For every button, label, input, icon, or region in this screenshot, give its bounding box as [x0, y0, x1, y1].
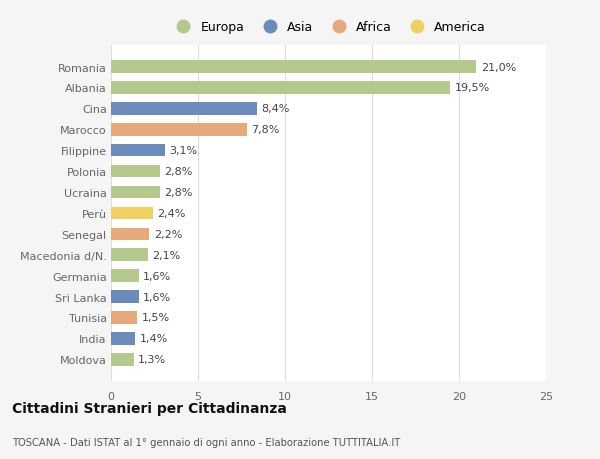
Bar — [111, 124, 247, 136]
Legend: Europa, Asia, Africa, America: Europa, Asia, Africa, America — [169, 19, 488, 37]
Bar — [111, 186, 160, 199]
Text: 2,4%: 2,4% — [157, 208, 185, 218]
Text: 1,5%: 1,5% — [142, 313, 170, 323]
Text: 21,0%: 21,0% — [481, 62, 516, 73]
Bar — [111, 291, 139, 303]
Text: 1,3%: 1,3% — [138, 354, 166, 364]
Text: 8,4%: 8,4% — [262, 104, 290, 114]
Text: 2,1%: 2,1% — [152, 250, 180, 260]
Bar — [111, 228, 149, 241]
Bar — [111, 165, 160, 178]
Bar — [111, 82, 451, 95]
Text: 7,8%: 7,8% — [251, 125, 280, 135]
Text: 1,4%: 1,4% — [140, 334, 168, 344]
Text: 2,2%: 2,2% — [154, 230, 182, 239]
Bar — [111, 207, 153, 220]
Text: TOSCANA - Dati ISTAT al 1° gennaio di ogni anno - Elaborazione TUTTITALIA.IT: TOSCANA - Dati ISTAT al 1° gennaio di og… — [12, 437, 400, 448]
Bar — [111, 103, 257, 115]
Bar — [111, 61, 476, 73]
Text: 2,8%: 2,8% — [164, 188, 193, 197]
Bar — [111, 270, 139, 282]
Bar — [111, 353, 134, 366]
Text: 1,6%: 1,6% — [143, 271, 172, 281]
Bar — [111, 249, 148, 262]
Bar — [111, 312, 137, 324]
Bar — [111, 332, 136, 345]
Text: 2,8%: 2,8% — [164, 167, 193, 177]
Text: 1,6%: 1,6% — [143, 292, 172, 302]
Bar — [111, 145, 165, 157]
Text: Cittadini Stranieri per Cittadinanza: Cittadini Stranieri per Cittadinanza — [12, 402, 287, 415]
Text: 19,5%: 19,5% — [455, 83, 490, 93]
Text: 3,1%: 3,1% — [169, 146, 197, 156]
